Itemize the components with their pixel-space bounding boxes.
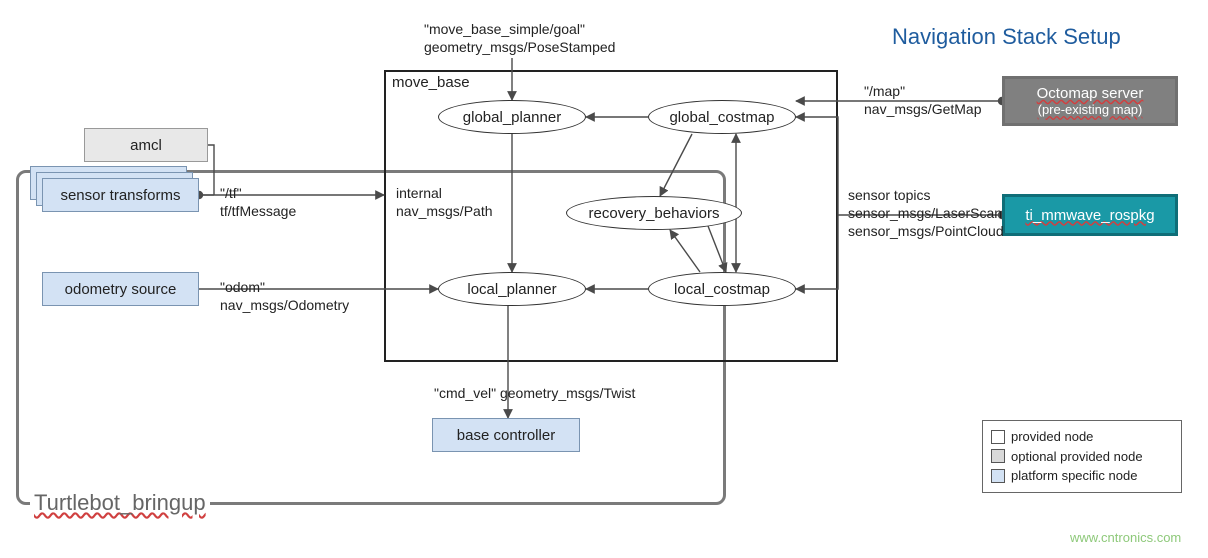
- move-base-title: move_base: [392, 74, 470, 91]
- label-tf: "/tf" tf/tfMessage: [220, 184, 296, 220]
- legend-row: provided node: [991, 427, 1173, 447]
- legend-swatch: [991, 469, 1005, 483]
- legend-row: platform specific node: [991, 466, 1173, 486]
- watermark: www.cntronics.com: [1070, 530, 1181, 545]
- label-internal: internal nav_msgs/Path: [396, 184, 493, 220]
- label-goal: "move_base_simple/goal" geometry_msgs/Po…: [424, 20, 615, 56]
- node-odometry_source: odometry source: [42, 272, 199, 306]
- node-local_costmap: local_costmap: [648, 272, 796, 306]
- label-sensor: sensor topics sensor_msgs/LaserScan sens…: [848, 186, 1004, 241]
- label-map: "/map" nav_msgs/GetMap: [864, 82, 982, 118]
- legend-label: provided node: [1011, 427, 1093, 447]
- legend-label: platform specific node: [1011, 466, 1137, 486]
- node-octomap_server: Octomap server(pre-existing map): [1002, 76, 1178, 126]
- node-global_planner: global_planner: [438, 100, 586, 134]
- label-cmdvel: "cmd_vel" geometry_msgs/Twist: [434, 384, 635, 402]
- diagram-canvas: Navigation Stack Setup Turtlebot_bringup…: [0, 0, 1208, 558]
- legend-swatch: [991, 449, 1005, 463]
- legend-row: optional provided node: [991, 447, 1173, 467]
- node-local_planner: local_planner: [438, 272, 586, 306]
- node-ti_mmwave_rospkg: ti_mmwave_rospkg: [1002, 194, 1178, 236]
- label-odom: "odom" nav_msgs/Odometry: [220, 278, 349, 314]
- legend-swatch: [991, 430, 1005, 444]
- turtlebot-label: Turtlebot_bringup: [30, 490, 210, 516]
- page-title: Navigation Stack Setup: [892, 24, 1121, 50]
- legend-label: optional provided node: [1011, 447, 1143, 467]
- node-sensor_transforms: sensor transforms: [42, 178, 199, 212]
- node-base_controller: base controller: [432, 418, 580, 452]
- node-amcl: amcl: [84, 128, 208, 162]
- node-global_costmap: global_costmap: [648, 100, 796, 134]
- node-recovery_behaviors: recovery_behaviors: [566, 196, 742, 230]
- legend: provided nodeoptional provided nodeplatf…: [982, 420, 1182, 493]
